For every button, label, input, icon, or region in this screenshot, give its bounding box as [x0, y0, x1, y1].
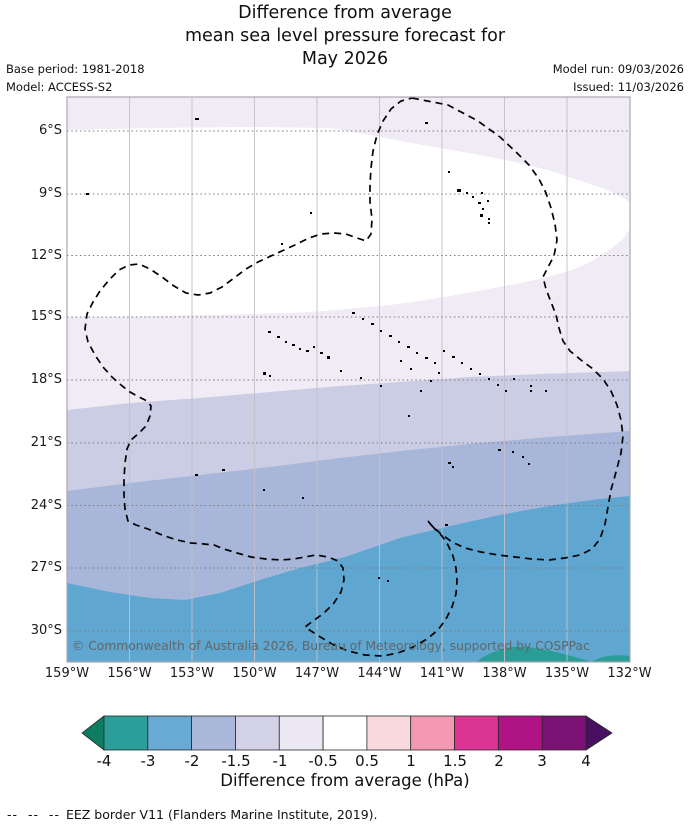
lon-label-153w: 153°W	[169, 666, 215, 681]
cb-tick-m0p5: -0.5	[308, 752, 338, 770]
title-line-2: mean sea level pressure forecast for	[184, 26, 506, 46]
colorbar-cell-6	[366, 715, 412, 751]
lon-label-159w: 159°W	[44, 666, 90, 681]
colorbar-cell-4	[278, 715, 324, 751]
cb-tick-0p5: 0.5	[355, 752, 379, 770]
title-line-3: May 2026	[301, 49, 389, 69]
cb-tick-3: 3	[537, 752, 547, 770]
title-line-1: Difference from average	[238, 3, 452, 23]
meta-right: Model run: 09/03/2026 Issued: 11/03/2026	[553, 60, 684, 96]
colorbar-arrow-left	[81, 715, 105, 751]
copyright-text: © Commonwealth of Australia 2026, Bureau…	[72, 639, 590, 653]
colorbar-cell-8	[454, 715, 499, 751]
cb-tick-m3: -3	[140, 752, 156, 770]
cb-tick-m2: -2	[184, 752, 200, 770]
lon-label-147w: 147°W	[294, 666, 340, 681]
lat-label-9s: 9°S	[38, 186, 62, 201]
colorbar-cell-1	[147, 715, 193, 751]
band-m3	[67, 496, 630, 662]
cb-tick-2: 2	[494, 752, 504, 770]
lon-label-150w: 150°W	[232, 666, 277, 681]
colorbar	[81, 715, 613, 751]
lon-label-135w: 135°W	[544, 666, 590, 681]
colorbar-cell-9	[497, 715, 543, 751]
map-canvas: © Commonwealth of Australia 2026, Bureau…	[66, 96, 631, 663]
colorbar-cell-3	[235, 715, 280, 751]
colorbar-cell-0	[103, 715, 149, 751]
colorbar-label: Difference from average (hPa)	[220, 771, 470, 790]
eez-footnote: -- -- -- EEZ border V11 (Flanders Marine …	[7, 807, 378, 822]
eez-footnote-text: EEZ border V11 (Flanders Marine Institut…	[65, 807, 378, 822]
band-m4-patch-2	[592, 655, 630, 662]
lon-label-156w: 156°W	[107, 666, 152, 681]
lat-label-30s: 30°S	[30, 623, 62, 638]
cb-tick-4: 4	[581, 752, 591, 770]
lat-label-18s: 18°S	[30, 372, 62, 387]
cb-tick-m4: -4	[96, 752, 112, 770]
cb-tick-1: 1	[406, 752, 416, 770]
eez-border	[84, 97, 624, 657]
zero-anomaly-region	[67, 127, 630, 317]
lat-label-6s: 6°S	[38, 123, 62, 138]
lat-label-21s: 21°S	[30, 435, 62, 450]
base-period-text: Base period: 1981-2018	[6, 62, 145, 76]
page-title: Difference from average mean sea level p…	[0, 2, 690, 71]
map-frame	[66, 96, 631, 663]
lon-label-132w: 132°W	[607, 666, 652, 681]
colorbar-arrow-right	[585, 715, 613, 751]
colorbar-cell-10	[541, 715, 587, 751]
band-m4-patch-1	[476, 646, 592, 662]
latitude-gridlines	[67, 130, 630, 632]
lat-label-15s: 15°S	[30, 309, 62, 324]
meta-left: Base period: 1981-2018 Model: ACCESS-S2	[6, 60, 145, 96]
colorbar-cell-5	[322, 715, 368, 751]
lon-label-144w: 144°W	[357, 666, 402, 681]
cb-tick-m1: -1	[272, 752, 288, 770]
issued-text: Issued: 11/03/2026	[573, 80, 684, 94]
lat-label-12s: 12°S	[30, 247, 62, 263]
lat-label-24s: 24°S	[30, 497, 62, 513]
model-run-text: Model run: 09/03/2026	[552, 62, 684, 76]
colorbar-cell-7	[410, 715, 455, 751]
lat-label-27s: 27°S	[30, 560, 62, 575]
cb-tick-1p5: 1.5	[443, 752, 467, 770]
model-text: Model: ACCESS-S2	[6, 80, 113, 94]
colorbar-cell-2	[191, 715, 236, 751]
lon-label-141w: 141°W	[419, 666, 465, 681]
lon-label-138w: 138°W	[482, 666, 527, 681]
cb-tick-m1p5: -1.5	[221, 752, 251, 770]
eez-dash-sample: -- -- --	[7, 807, 60, 822]
